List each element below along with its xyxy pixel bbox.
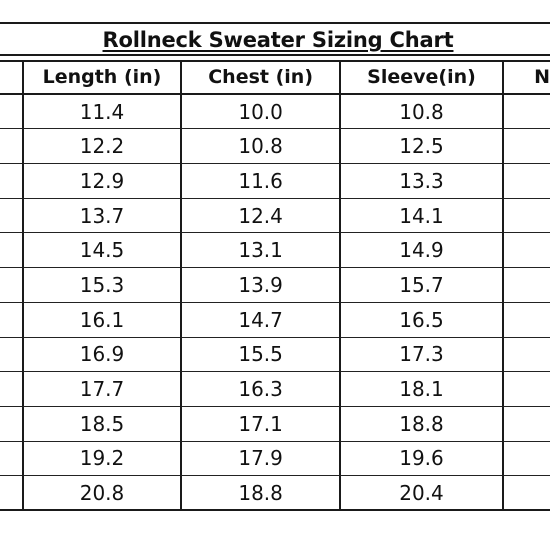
next-cell <box>502 268 550 303</box>
length-cell: 19.2 <box>21 441 181 477</box>
table-row: 20.8 18.8 20.4 <box>0 476 550 511</box>
chest-cell: 18.8 <box>180 476 339 511</box>
chest-cell: 13.9 <box>180 268 339 303</box>
table-row: 16.1 14.7 16.5 <box>0 302 550 338</box>
next-cell <box>502 337 550 373</box>
sleeve-cell: 12.5 <box>338 129 503 165</box>
next-cell <box>502 164 550 199</box>
size-cell <box>0 442 22 477</box>
next-cell <box>502 198 550 234</box>
next-cell <box>502 372 550 407</box>
size-cell <box>0 303 22 338</box>
size-cell <box>0 164 22 199</box>
table-row: 13.7 12.4 14.1 <box>0 198 550 234</box>
chest-cell: 12.4 <box>180 198 339 234</box>
size-cell <box>0 407 22 442</box>
chest-cell: 17.1 <box>180 406 339 442</box>
chest-cell: 13.1 <box>180 233 339 269</box>
sleeve-cell: 10.8 <box>338 94 503 130</box>
chest-cell: 16.3 <box>180 372 339 407</box>
size-cell <box>0 95 22 130</box>
next-cell <box>502 302 550 338</box>
sleeve-cell: 18.1 <box>338 372 503 407</box>
sleeve-cell: 13.3 <box>338 164 503 199</box>
length-cell: 18.5 <box>21 406 181 442</box>
sleeve-cell: 14.9 <box>338 233 503 269</box>
next-cell <box>502 476 550 511</box>
sleeve-cell: 16.5 <box>338 302 503 338</box>
length-cell: 11.4 <box>21 94 181 130</box>
chest-cell: 14.7 <box>180 302 339 338</box>
sleeve-cell: 15.7 <box>338 268 503 303</box>
table-row: 11.4 10.0 10.8 <box>0 94 550 130</box>
table-row: 18.5 17.1 18.8 <box>0 406 550 442</box>
chest-cell: 17.9 <box>180 441 339 477</box>
chest-cell: 10.8 <box>180 129 339 165</box>
size-cell <box>0 233 22 269</box>
length-cell: 12.9 <box>21 164 181 199</box>
length-cell: 12.2 <box>21 129 181 165</box>
table-row: 19.2 17.9 19.6 <box>0 441 550 477</box>
table-row: 17.7 16.3 18.1 <box>0 372 550 407</box>
length-cell: 16.9 <box>21 337 181 373</box>
size-cell <box>0 372 22 407</box>
length-cell: 15.3 <box>21 268 181 303</box>
sleeve-cell: 20.4 <box>338 476 503 511</box>
header-row: Length (in) Chest (in) Sleeve(in) N <box>0 60 550 95</box>
table-row: 12.2 10.8 12.5 <box>0 129 550 165</box>
next-cell <box>502 441 550 477</box>
length-cell: 14.5 <box>21 233 181 269</box>
size-cell <box>0 338 22 373</box>
table-row: 15.3 13.9 15.7 <box>0 268 550 303</box>
size-cell <box>0 129 22 165</box>
size-cell <box>0 268 22 303</box>
sleeve-cell: 14.1 <box>338 198 503 234</box>
size-cell <box>0 476 22 511</box>
header-size <box>0 60 22 95</box>
header-length: Length (in) <box>21 60 181 95</box>
chart-title: Rollneck Sweater Sizing Chart <box>102 28 454 52</box>
length-cell: 16.1 <box>21 302 181 338</box>
sleeve-cell: 17.3 <box>338 337 503 373</box>
sleeve-cell: 19.6 <box>338 441 503 477</box>
chest-cell: 11.6 <box>180 164 339 199</box>
next-cell <box>502 406 550 442</box>
header-chest: Chest (in) <box>180 60 339 95</box>
next-cell <box>502 233 550 269</box>
chest-cell: 10.0 <box>180 94 339 130</box>
table-body: 11.4 10.0 10.8 12.2 10.8 12.5 12.9 11.6 13.3 13.7… <box>0 94 550 511</box>
table-row: 14.5 13.1 14.9 <box>0 233 550 269</box>
table-row: 16.9 15.5 17.3 <box>0 337 550 373</box>
sizing-table: Length (in) Chest (in) Sleeve(in) N 11.4… <box>0 60 550 511</box>
header-sleeve: Sleeve(in) <box>338 60 503 95</box>
length-cell: 17.7 <box>21 372 181 407</box>
length-cell: 13.7 <box>21 198 181 234</box>
next-cell <box>502 129 550 165</box>
length-cell: 20.8 <box>21 476 181 511</box>
header-next: N <box>502 60 550 95</box>
size-cell <box>0 199 22 234</box>
chart-title-cell: Rollneck Sweater Sizing Chart <box>0 22 550 56</box>
sleeve-cell: 18.8 <box>338 406 503 442</box>
next-cell <box>502 94 550 130</box>
chest-cell: 15.5 <box>180 337 339 373</box>
table-row: 12.9 11.6 13.3 <box>0 164 550 199</box>
